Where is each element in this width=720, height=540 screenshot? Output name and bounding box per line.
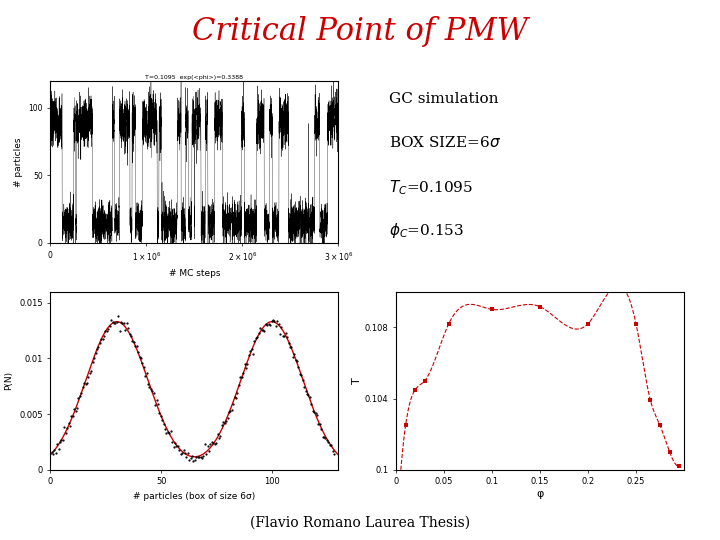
Text: Critical Point of PMW: Critical Point of PMW — [192, 16, 528, 47]
X-axis label: φ: φ — [536, 489, 544, 499]
Y-axis label: T: T — [352, 377, 362, 384]
Text: $T_C$=0.1095: $T_C$=0.1095 — [389, 178, 473, 197]
Y-axis label: # particles: # particles — [14, 137, 23, 187]
Y-axis label: P(N): P(N) — [4, 371, 14, 390]
Title: T=0.1095  exp(<phi>)=0.3388: T=0.1095 exp(<phi>)=0.3388 — [145, 75, 243, 80]
Text: BOX SIZE=6$\sigma$: BOX SIZE=6$\sigma$ — [389, 135, 501, 150]
Text: $\phi_C$=0.153: $\phi_C$=0.153 — [389, 221, 464, 240]
X-axis label: # MC steps: # MC steps — [168, 268, 220, 278]
Text: GC simulation: GC simulation — [389, 92, 498, 106]
Text: (Flavio Romano Laurea Thesis): (Flavio Romano Laurea Thesis) — [250, 515, 470, 529]
X-axis label: # particles (box of size 6σ): # particles (box of size 6σ) — [133, 492, 256, 501]
